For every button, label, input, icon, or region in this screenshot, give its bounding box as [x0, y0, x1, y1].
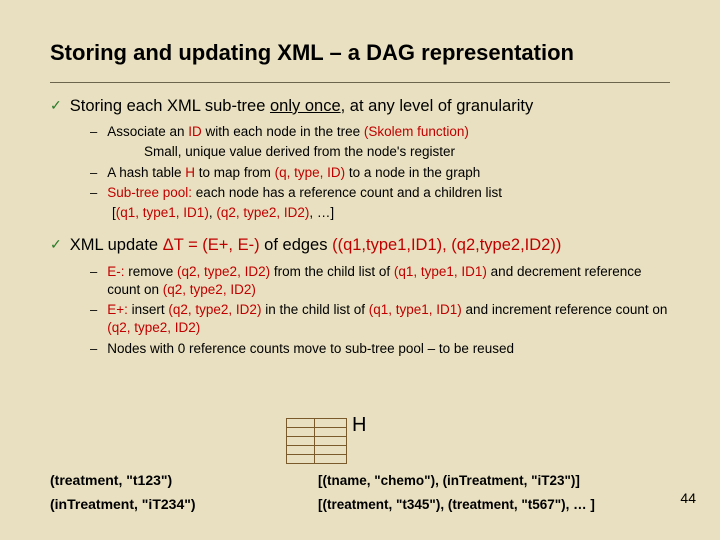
sub1-b-text: A hash table H to map from (q, type, ID)…: [107, 164, 480, 182]
s2a-t2b: (q2, type2, ID2): [163, 282, 256, 297]
sub1-a-text: Associate an ID with each node in the tr…: [107, 123, 469, 141]
sub1-a: – Associate an ID with each node in the …: [90, 123, 670, 141]
s1a-1: Associate an: [107, 124, 188, 139]
s1a-skolem: (Skolem function): [364, 124, 469, 139]
map-row-2: (inTreatment, "iT234") [(treatment, "t34…: [50, 496, 690, 512]
dash-icon: –: [90, 124, 97, 139]
sub2-c: – Nodes with 0 reference counts move to …: [90, 340, 670, 358]
dash-icon: –: [90, 185, 97, 200]
dash-icon: –: [90, 165, 97, 180]
page-number: 44: [680, 490, 696, 506]
s1b-1: A hash table: [107, 165, 185, 180]
bullet-2: ✓ XML update ΔT = (E+, E-) of edges ((q1…: [50, 234, 670, 256]
sub2-c-text: Nodes with 0 reference counts move to su…: [107, 340, 514, 358]
s1c2-t1: (q1, type1, ID1): [116, 205, 209, 220]
b1-tail: , at any level of granularity: [341, 97, 534, 115]
b2-dt: ΔT = (E+, E-): [163, 236, 260, 254]
sub1-c-text: Sub-tree pool: each node has a reference…: [107, 184, 502, 202]
bullet-2-text: XML update ΔT = (E+, E-) of edges ((q1,t…: [70, 234, 562, 256]
s2a-t1: (q1, type1, ID1): [394, 264, 487, 279]
b1-lead: Storing each XML sub-tree: [70, 97, 270, 115]
s1b-3: to a node in the graph: [345, 165, 480, 180]
hash-cell: [314, 454, 347, 464]
s1b-h: H: [185, 165, 195, 180]
hash-letter: H: [352, 414, 366, 437]
s2b-3: and increment reference count on: [462, 302, 668, 317]
s1b-tuple: (q, type, ID): [275, 165, 346, 180]
sub1-a2: Small, unique value derived from the nod…: [144, 143, 670, 161]
s1c2-tail: , …]: [309, 205, 334, 220]
s2a-2: from the child list of: [270, 264, 394, 279]
check-icon: ✓: [50, 97, 62, 114]
sub2-b-text: E+: insert (q2, type2, ID2) in the child…: [107, 301, 670, 337]
map-val-2: [(treatment, "t345"), (treatment, "t567"…: [318, 497, 595, 512]
sub2-a: – E-: remove (q2, type2, ID2) from the c…: [90, 263, 670, 299]
dash-icon: –: [90, 302, 97, 317]
s2b-t1: (q1, type1, ID1): [369, 302, 462, 317]
sub1-b: – A hash table H to map from (q, type, I…: [90, 164, 670, 182]
sublist-2: – E-: remove (q2, type2, ID2) from the c…: [90, 263, 670, 358]
b2-edges: ((q1,type1,ID1), (q2,type2,ID2)): [332, 236, 561, 254]
title-rule: [50, 82, 670, 83]
map-key-1: (treatment, "t123"): [50, 472, 250, 488]
hash-grid: [286, 418, 346, 463]
slide-body: Storing and updating XML – a DAG represe…: [0, 0, 720, 390]
hash-map-area: H (treatment, "t123") [(tname, "chemo"),…: [50, 472, 690, 512]
s1c-head: Sub-tree pool:: [107, 185, 192, 200]
b2-lead: XML update: [70, 236, 163, 254]
s1a-id: ID: [188, 124, 202, 139]
dash-icon: –: [90, 264, 97, 279]
map-row-1: (treatment, "t123") [(tname, "chemo"), (…: [50, 472, 690, 488]
s2b-t2: (q2, type2, ID2): [168, 302, 261, 317]
hash-table-icon: H: [286, 418, 366, 463]
slide-title: Storing and updating XML – a DAG represe…: [50, 40, 670, 66]
s1a-2: with each node in the tree: [202, 124, 364, 139]
sublist-1: – Associate an ID with each node in the …: [90, 123, 670, 222]
dash-icon: –: [90, 341, 97, 356]
sub2-b: – E+: insert (q2, type2, ID2) in the chi…: [90, 301, 670, 337]
sub1-c: – Sub-tree pool: each node has a referen…: [90, 184, 670, 202]
sub2-a-text: E-: remove (q2, type2, ID2) from the chi…: [107, 263, 670, 299]
bullet-1: ✓ Storing each XML sub-tree only once, a…: [50, 95, 670, 117]
s2b-t2b: (q2, type2, ID2): [107, 320, 200, 335]
map-key-2: (inTreatment, "iT234"): [50, 496, 250, 512]
s2b-2: in the child list of: [261, 302, 368, 317]
map-val-1: [(tname, "chemo"), (inTreatment, "iT23")…: [318, 473, 580, 488]
s2b-1: insert: [128, 302, 169, 317]
s1c2-t2: (q2, type2, ID2): [216, 205, 309, 220]
b1-underline: only once: [270, 97, 341, 115]
s2b-head: E+:: [107, 302, 128, 317]
bullet-1-text: Storing each XML sub-tree only once, at …: [70, 95, 534, 117]
b2-mid: of edges: [260, 236, 332, 254]
s2a-t2: (q2, type2, ID2): [177, 264, 270, 279]
s1b-2: to map from: [195, 165, 275, 180]
sub1-c2: [(q1, type1, ID1), (q2, type2, ID2), …]: [112, 204, 670, 222]
s1c-tail: each node has a reference count and a ch…: [192, 185, 502, 200]
check-icon: ✓: [50, 236, 62, 253]
s2a-head: E-:: [107, 264, 124, 279]
hash-cell: [286, 454, 315, 464]
s2a-1: remove: [125, 264, 178, 279]
